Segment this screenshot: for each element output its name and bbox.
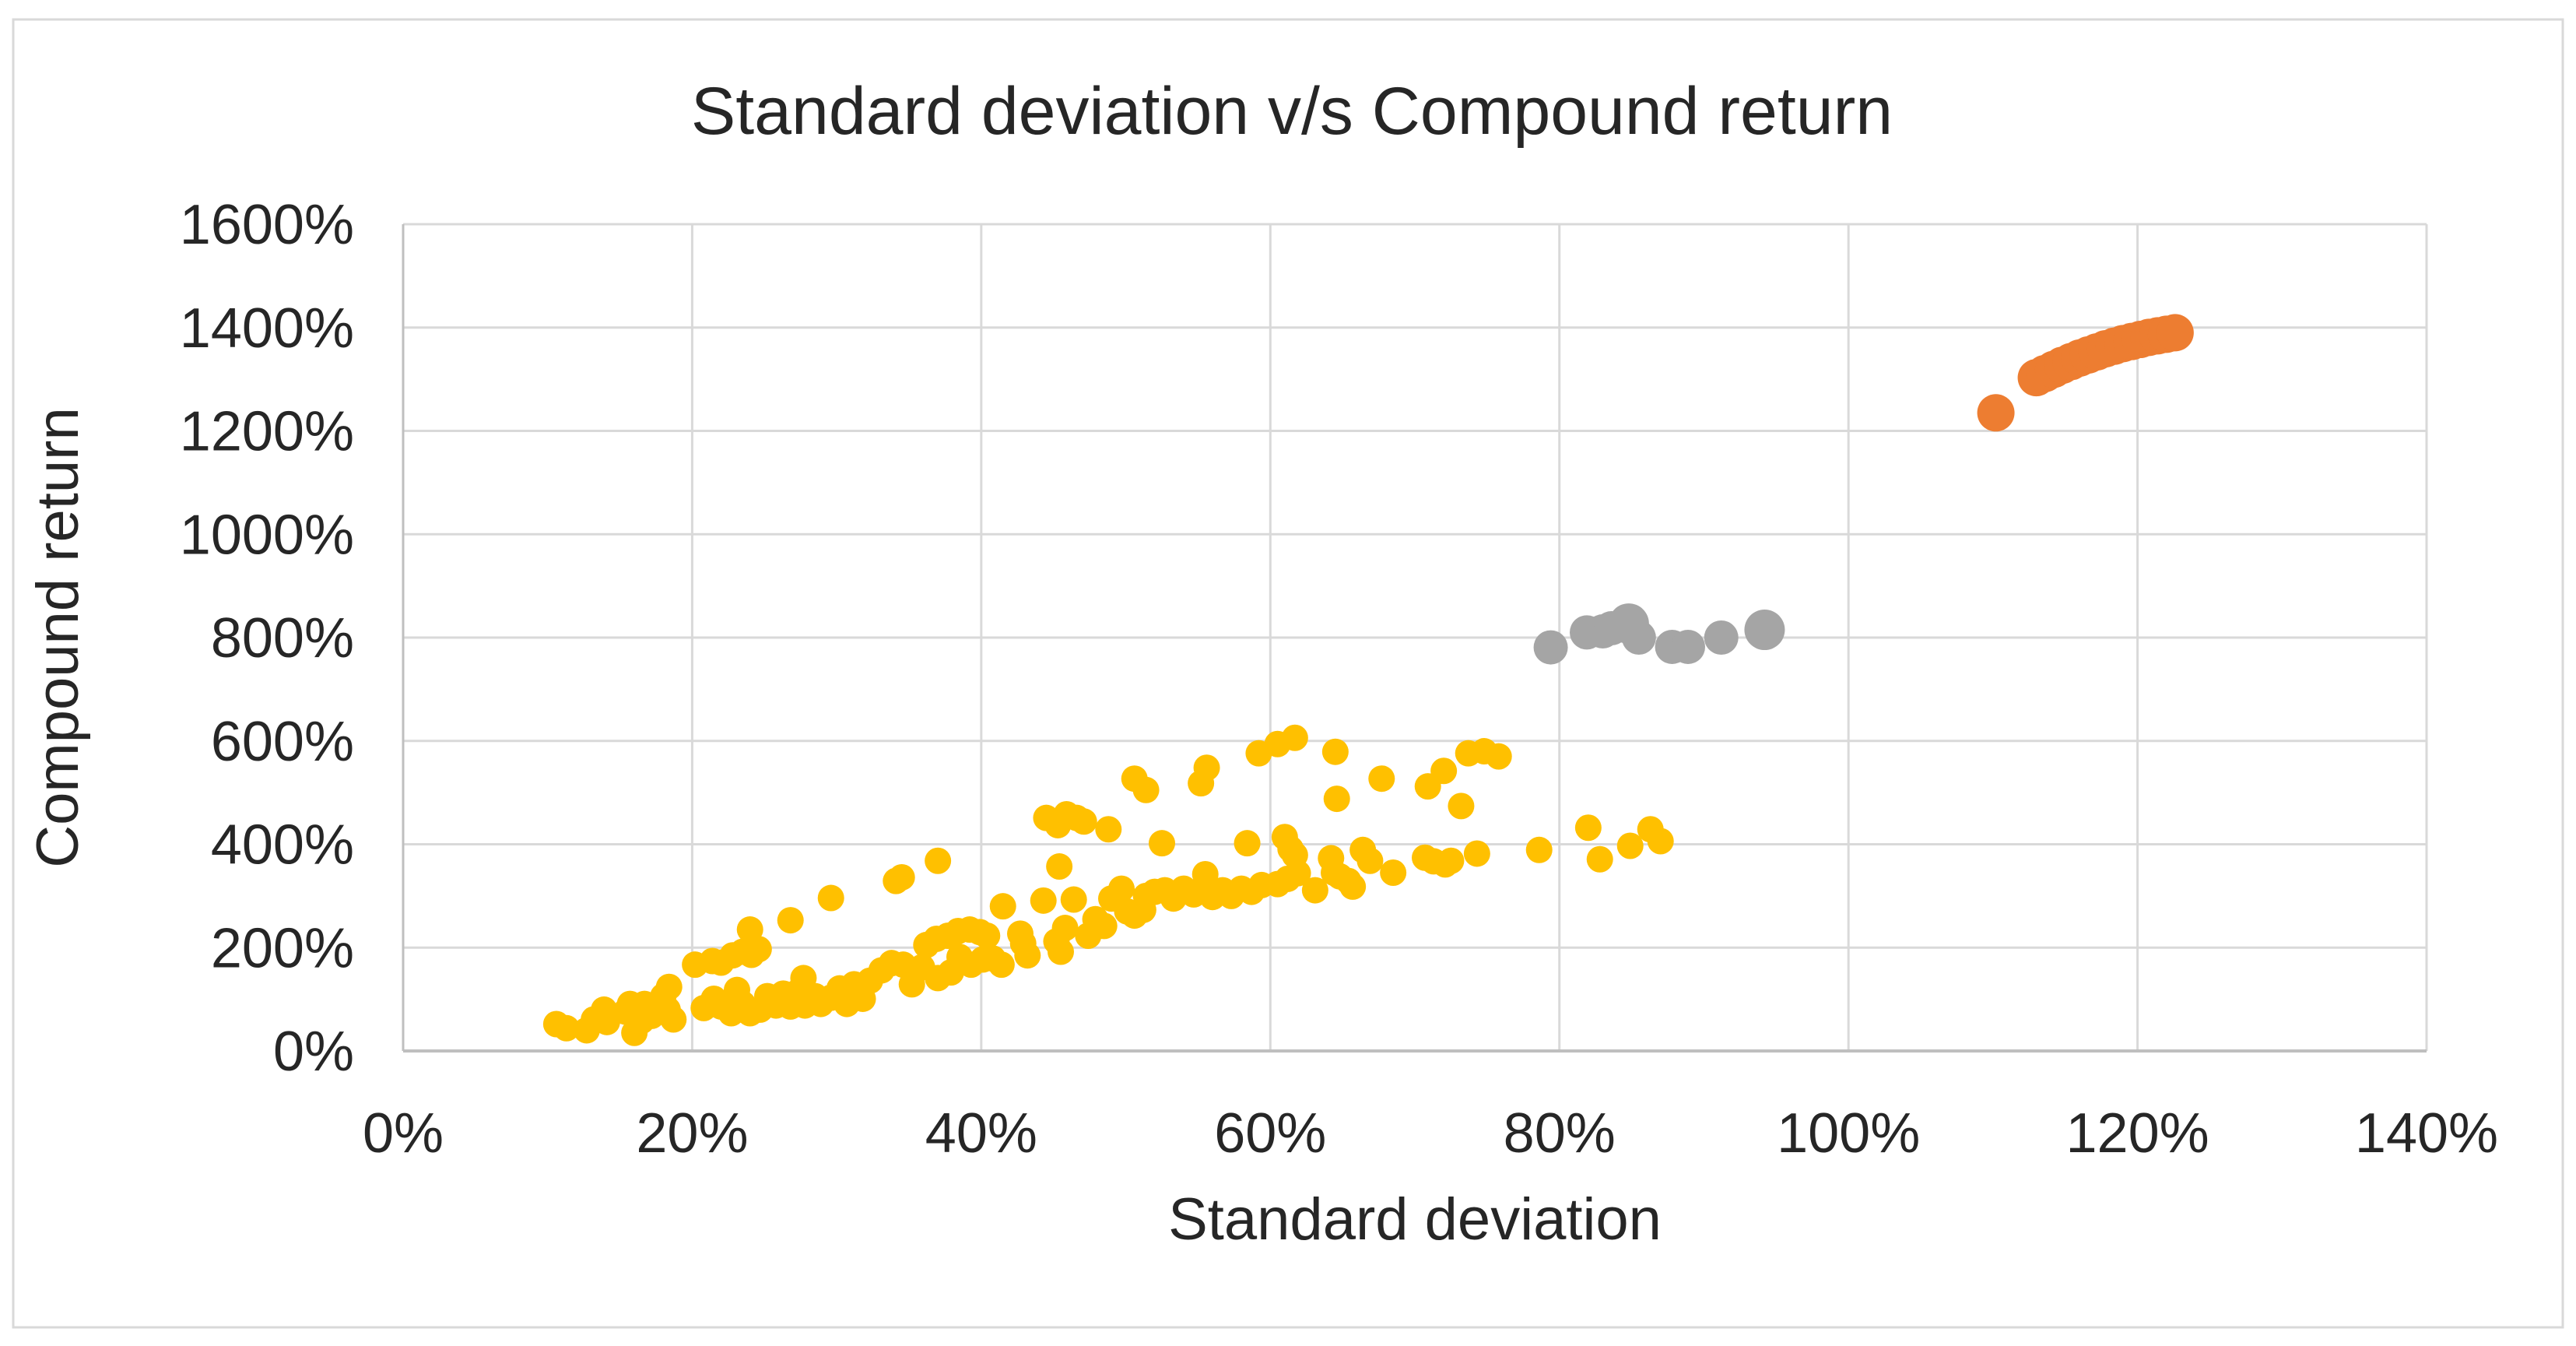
data-point bbox=[1704, 620, 1739, 655]
x-tick-label: 80% bbox=[1504, 1102, 1616, 1165]
data-point bbox=[1448, 792, 1475, 820]
y-tick-label: 800% bbox=[211, 607, 354, 669]
data-point bbox=[1321, 738, 1349, 765]
data-point bbox=[1191, 860, 1219, 887]
data-point bbox=[1744, 610, 1785, 651]
data-point bbox=[1647, 828, 1674, 855]
data-point bbox=[1090, 912, 1118, 940]
data-point bbox=[1048, 938, 1074, 965]
data-point bbox=[1030, 887, 1057, 914]
x-axis-tick-labels: 0% 20% 40% 60% 80% 100% 120% 140% bbox=[363, 1102, 2498, 1165]
data-point bbox=[1485, 743, 1512, 770]
data-point bbox=[1463, 840, 1490, 867]
data-point bbox=[817, 884, 844, 912]
y-tick-label: 1000% bbox=[180, 504, 354, 566]
data-point bbox=[1621, 620, 1656, 655]
y-axis-tick-labels: 0% 200% 400% 600% 800% 1000% 1200% 1400% 1600% bbox=[180, 194, 354, 1083]
data-point bbox=[1284, 859, 1311, 887]
series-points bbox=[542, 314, 2194, 1046]
data-point bbox=[1525, 836, 1553, 863]
data-point bbox=[1149, 830, 1175, 857]
data-point bbox=[1356, 847, 1384, 874]
data-point bbox=[988, 951, 1015, 979]
x-tick-label: 140% bbox=[2355, 1102, 2498, 1165]
data-point bbox=[1380, 859, 1407, 887]
data-point bbox=[1095, 816, 1122, 843]
data-point bbox=[777, 907, 804, 934]
data-point bbox=[1977, 394, 2015, 432]
data-point bbox=[1060, 886, 1087, 913]
y-tick-label: 600% bbox=[211, 711, 354, 773]
data-point bbox=[1193, 754, 1220, 782]
data-point bbox=[1339, 873, 1367, 900]
data-point bbox=[1368, 765, 1395, 792]
data-point bbox=[888, 863, 915, 891]
data-point bbox=[925, 847, 952, 874]
data-point bbox=[1323, 785, 1350, 813]
data-point bbox=[1046, 853, 1073, 880]
data-point bbox=[1234, 830, 1261, 857]
data-point bbox=[1070, 808, 1097, 835]
x-tick-label: 20% bbox=[636, 1102, 748, 1165]
series-orange-cluster bbox=[1977, 314, 2194, 432]
y-axis-title: Compound return bbox=[25, 407, 91, 867]
x-tick-label: 0% bbox=[363, 1102, 444, 1165]
gridlines bbox=[403, 223, 2428, 1051]
data-point bbox=[1671, 629, 1705, 664]
data-point bbox=[2156, 314, 2194, 352]
data-point bbox=[1533, 630, 1568, 665]
series-gray-cluster bbox=[1533, 603, 1785, 665]
data-point bbox=[1586, 845, 1613, 873]
data-point bbox=[1430, 757, 1458, 785]
data-point bbox=[1616, 832, 1644, 859]
data-point bbox=[1051, 915, 1079, 942]
x-tick-label: 60% bbox=[1214, 1102, 1326, 1165]
data-point bbox=[1014, 942, 1041, 969]
x-tick-label: 100% bbox=[1777, 1102, 1920, 1165]
y-tick-label: 200% bbox=[211, 917, 354, 979]
y-tick-label: 1400% bbox=[180, 297, 354, 360]
data-point bbox=[745, 936, 772, 963]
data-point bbox=[1108, 875, 1135, 902]
data-point bbox=[1574, 814, 1602, 842]
data-point bbox=[1301, 877, 1328, 904]
data-point bbox=[660, 1006, 687, 1033]
chart-title: Standard deviation v/s Compound return bbox=[691, 74, 1893, 149]
data-point bbox=[1281, 724, 1308, 751]
y-tick-label: 400% bbox=[211, 814, 354, 877]
x-axis-title: Standard deviation bbox=[1168, 1186, 1662, 1253]
data-point bbox=[989, 893, 1016, 920]
y-tick-label: 1200% bbox=[180, 401, 354, 463]
data-point bbox=[1437, 847, 1465, 874]
data-point bbox=[553, 1014, 580, 1042]
data-point bbox=[655, 973, 683, 1000]
x-tick-label: 40% bbox=[925, 1102, 1037, 1165]
data-point bbox=[1132, 776, 1160, 803]
data-point bbox=[974, 922, 1001, 949]
axis-lines bbox=[402, 224, 2427, 1053]
y-tick-label: 0% bbox=[273, 1021, 354, 1083]
x-tick-label: 120% bbox=[2065, 1102, 2209, 1165]
series-gold-cluster bbox=[542, 724, 1674, 1046]
y-tick-label: 1600% bbox=[180, 194, 354, 256]
